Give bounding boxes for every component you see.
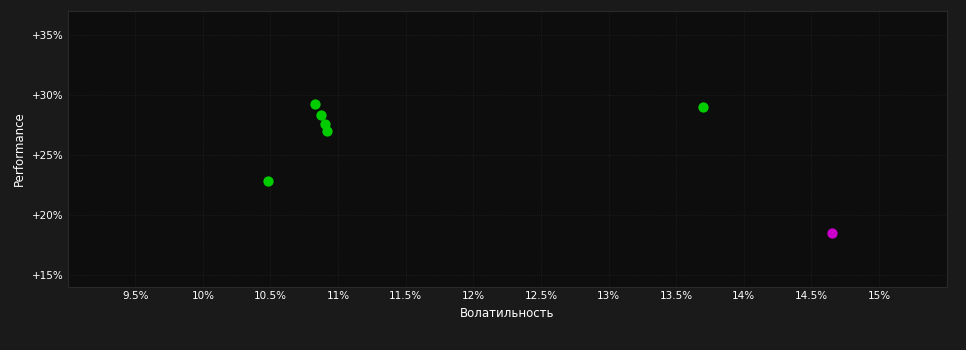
Point	[313, 112, 328, 118]
Y-axis label: Performance: Performance	[14, 111, 26, 186]
Point	[260, 178, 275, 184]
Point	[696, 104, 711, 110]
Point	[824, 230, 839, 236]
Point	[320, 128, 335, 133]
X-axis label: Волатильность: Волатильность	[460, 307, 554, 320]
Point	[317, 121, 332, 126]
Point	[307, 102, 323, 107]
